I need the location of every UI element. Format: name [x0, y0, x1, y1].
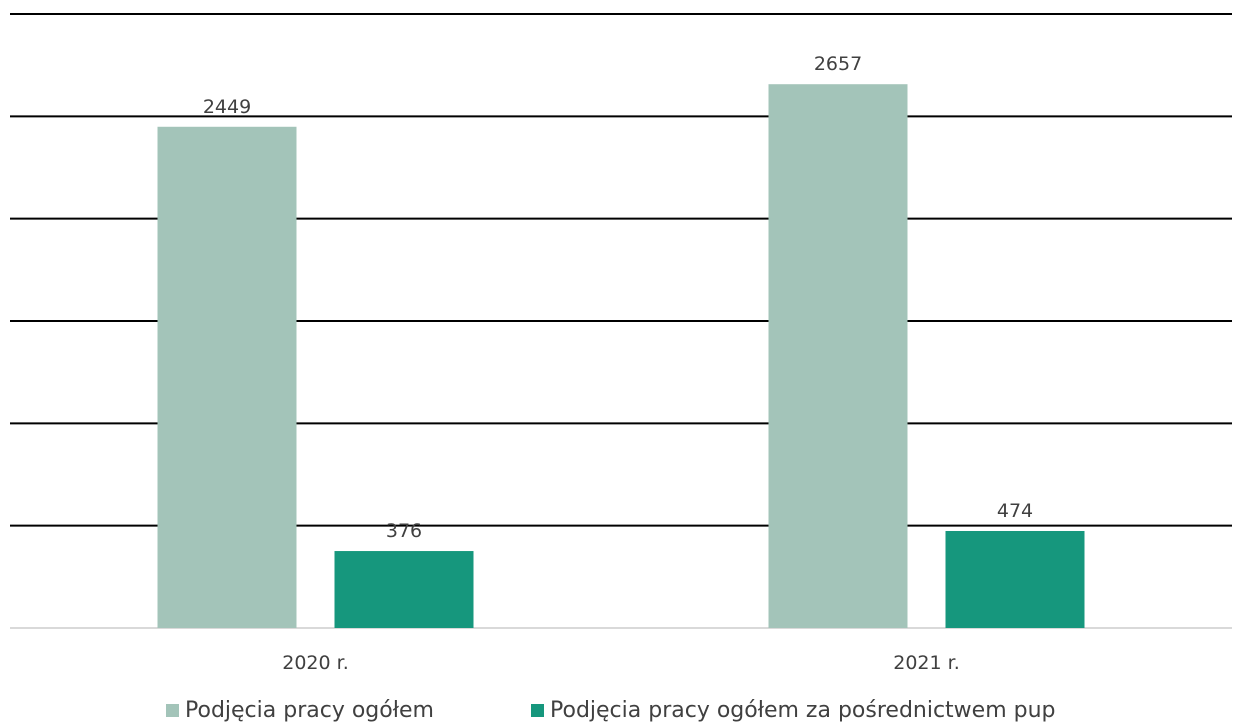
legend-label: Podjęcia pracy ogółem	[185, 698, 434, 723]
bar-total-1	[768, 84, 908, 628]
data-label: 2449	[203, 96, 251, 118]
data-labels: 2449 376 2657 474	[203, 53, 1033, 542]
category-label: 2020 r.	[282, 652, 349, 674]
legend-swatch	[166, 704, 179, 717]
data-label: 2657	[814, 53, 862, 75]
legend-swatch	[531, 704, 544, 717]
bar-pup-0	[334, 551, 474, 628]
bar-total-0	[157, 126, 297, 628]
bars	[157, 84, 1085, 628]
legend: Podjęcia pracy ogółem Podjęcia pracy ogół…	[166, 698, 1056, 723]
data-label: 376	[386, 520, 422, 542]
category-label: 2021 r.	[893, 652, 960, 674]
data-label: 474	[997, 500, 1033, 522]
bar-pup-1	[945, 530, 1085, 628]
legend-label: Podjęcia pracy ogółem za pośrednictwem p…	[550, 698, 1056, 723]
category-labels: 2020 r. 2021 r.	[282, 652, 960, 674]
